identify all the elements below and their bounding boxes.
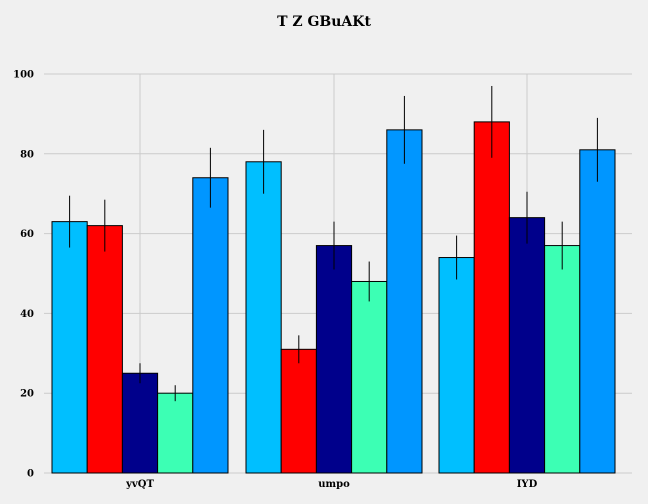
bar — [438, 257, 475, 474]
y-tick-label: 80 — [20, 149, 34, 160]
y-tick-label: 60 — [20, 229, 34, 240]
bar — [245, 161, 282, 474]
error-bars-group — [69, 85, 598, 402]
bar — [192, 177, 229, 474]
y-tick-label: 40 — [20, 309, 34, 320]
y-tick-label: 20 — [20, 389, 34, 400]
bar — [473, 121, 510, 474]
bar — [315, 245, 353, 474]
y-tick-label: 0 — [27, 469, 34, 480]
bar — [508, 217, 546, 474]
x-tick-label: yvQT — [125, 479, 154, 490]
x-tick-label: umpo — [318, 479, 350, 490]
y-tick-label: 100 — [13, 70, 34, 81]
bar — [51, 221, 88, 474]
x-tick-label: IYD — [517, 479, 538, 490]
bar — [351, 280, 388, 474]
y-axis-ticks: 0 20 40 60 80 100 — [13, 70, 34, 480]
bar — [157, 392, 194, 474]
bar — [86, 225, 123, 474]
bar — [544, 245, 581, 474]
bar — [579, 149, 616, 474]
x-axis-ticks: yvQT umpo IYD — [125, 479, 537, 490]
bar — [280, 348, 317, 474]
bar — [386, 129, 423, 474]
bars-group — [51, 121, 616, 474]
chart-title: T Z GBuAKt — [277, 14, 371, 30]
bar — [121, 372, 159, 474]
